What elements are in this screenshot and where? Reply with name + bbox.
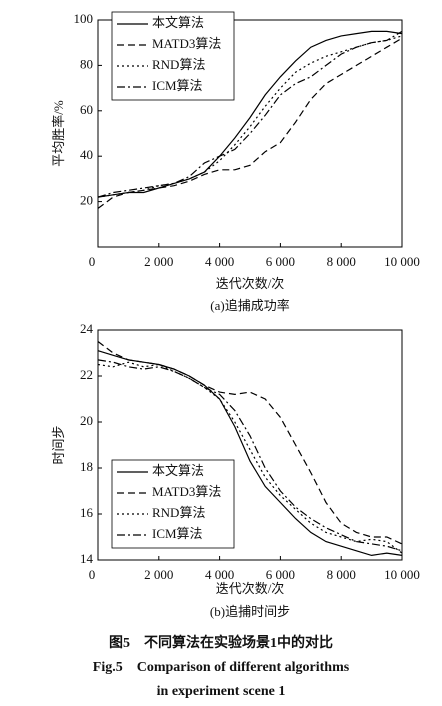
x-tick-label: 4 000 [205, 254, 234, 269]
y-tick-label: 40 [80, 147, 93, 162]
series-line [97, 37, 403, 209]
x-tick-label: 8 000 [327, 567, 356, 582]
y-axis-label: 平均胜率/% [51, 100, 66, 167]
plot-frame [97, 329, 403, 561]
legend-box [111, 459, 235, 549]
x-axis-label: 迭代次数/次 [216, 276, 285, 291]
x-tick-label: 0 [89, 567, 96, 582]
y-tick-label: 22 [80, 367, 93, 382]
y-tick-label: 80 [80, 56, 93, 71]
legend-label: 本文算法 [152, 463, 204, 478]
subtitle: (a)追捕成功率 [210, 298, 289, 313]
legend-label: 本文算法 [152, 15, 204, 30]
plot-frame [97, 19, 403, 248]
series-line [97, 341, 403, 545]
legend-box [111, 11, 235, 101]
caption-cn: 图5 不同算法在实验场景1中的对比 [109, 634, 333, 651]
y-tick-label: 20 [80, 193, 93, 208]
legend-label: RND算法 [152, 57, 205, 72]
x-axis-label: 迭代次数/次 [216, 581, 285, 596]
series-line [97, 30, 403, 198]
x-tick-label: 6 000 [266, 567, 295, 582]
x-tick-label: 4 000 [205, 567, 234, 582]
y-tick-label: 16 [80, 505, 94, 520]
subtitle: (b)追捕时间步 [210, 604, 290, 619]
legend-label: MATD3算法 [152, 484, 221, 499]
x-tick-label: 6 000 [266, 254, 295, 269]
y-tick-label: 20 [80, 413, 93, 428]
series-line [97, 30, 403, 198]
x-tick-label: 10 000 [384, 254, 420, 269]
legend-label: MATD3算法 [152, 36, 221, 51]
y-tick-label: 18 [80, 459, 93, 474]
legend-label: RND算法 [152, 505, 205, 520]
y-tick-label: 60 [80, 102, 93, 117]
caption-en: Fig.5 Comparison of different algorithms [93, 660, 350, 675]
y-tick-label: 100 [74, 11, 94, 26]
x-tick-label: 2 000 [144, 567, 173, 582]
x-tick-label: 2 000 [144, 254, 173, 269]
x-tick-label: 10 000 [384, 567, 420, 582]
x-tick-label: 8 000 [327, 254, 356, 269]
legend-label: ICM算法 [152, 526, 203, 541]
series-line [97, 35, 403, 198]
legend-label: ICM算法 [152, 78, 203, 93]
x-tick-label: 0 [89, 254, 96, 269]
y-tick-label: 24 [80, 321, 94, 336]
series-line [97, 361, 403, 554]
y-axis-label: 时间步 [51, 425, 66, 464]
caption-en: in experiment scene 1 [157, 684, 286, 699]
series-line [97, 359, 403, 552]
y-tick-label: 14 [80, 551, 94, 566]
